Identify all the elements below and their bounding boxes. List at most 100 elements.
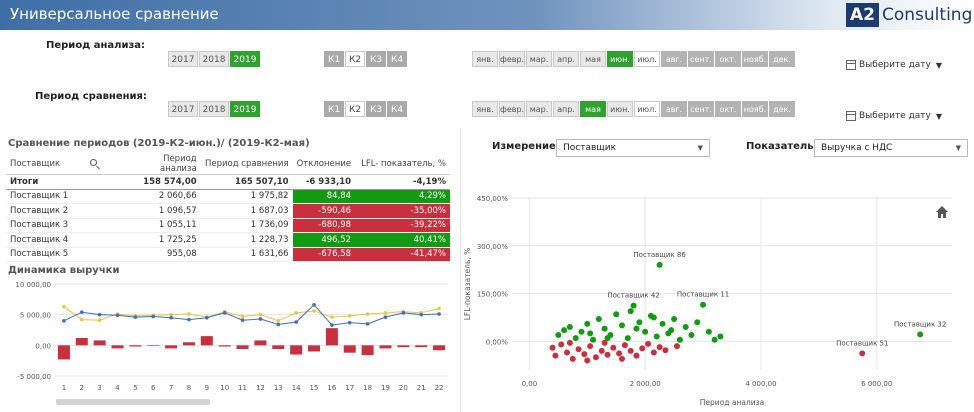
scatter-point [633, 325, 640, 332]
month-jun[interactable]: июн. [607, 51, 633, 67]
y-tick-label: 0,00% [486, 338, 509, 346]
month-apr[interactable]: апр. [553, 51, 579, 67]
month-may[interactable]: мая [580, 51, 606, 67]
measure-select[interactable]: Выручка с НДС ▼ [814, 139, 968, 157]
bar [433, 345, 446, 351]
table-title: Сравнение периодов (2019-К2-июн.)/ (2019… [8, 138, 310, 149]
bar [325, 328, 338, 346]
chart-scrollbar[interactable] [56, 399, 210, 405]
scatter-point [859, 350, 866, 357]
quarter-k2[interactable]: К2 [345, 51, 365, 67]
scatter-point [578, 328, 585, 335]
quarter-k2[interactable]: К2 [345, 101, 365, 117]
dimension-select[interactable]: Поставщик ▼ [556, 139, 710, 157]
scatter-point [627, 308, 634, 315]
month-oct[interactable]: окт. [715, 51, 741, 67]
month-sep[interactable]: сент. [688, 101, 714, 117]
col-lfl[interactable]: LFL- показатель, % [355, 154, 450, 175]
series-point [294, 320, 298, 324]
year-filter-compare: 2017 2018 2019 [168, 101, 261, 117]
table-row[interactable]: Поставщик 1 2 060,66 1 975,82 84,84 4,29… [6, 189, 450, 204]
month-apr[interactable]: апр. [553, 101, 579, 117]
bar [290, 345, 303, 355]
month-jul[interactable]: июл. [634, 101, 660, 117]
col-compare[interactable]: Период сравнения [200, 154, 293, 175]
year-2019[interactable]: 2019 [230, 101, 260, 117]
quarter-k3[interactable]: К3 [366, 51, 386, 67]
search-icon[interactable] [90, 159, 98, 166]
month-dec[interactable]: дек. [769, 51, 795, 67]
scatter-point [642, 328, 649, 335]
chevron-down-icon: ▼ [955, 144, 961, 152]
month-sep[interactable]: сент. [688, 51, 714, 67]
table-row[interactable]: Поставщик 4 1 725,25 1 228,73 496,52 40,… [6, 232, 450, 248]
month-feb[interactable]: февр. [499, 51, 525, 67]
scatter-point [601, 339, 608, 346]
y-tick-label: 450,00% [477, 195, 508, 203]
scatter-point [627, 347, 634, 354]
measure-value: Выручка с НДС [821, 143, 893, 153]
x-tick-label: 11 [238, 384, 247, 392]
x-tick-label: 1 [62, 384, 66, 392]
bar [415, 345, 428, 348]
month-nov[interactable]: нояб. [742, 101, 768, 117]
month-jul[interactable]: июл. [634, 51, 660, 67]
month-aug[interactable]: авг. [661, 51, 687, 67]
x-tick-label: 7 [169, 384, 173, 392]
logo: A2 Consulting [846, 2, 972, 28]
col-analysis[interactable]: Период анализа [125, 154, 201, 175]
month-nov[interactable]: нояб. [742, 51, 768, 67]
table-row[interactable]: Поставщик 2 1 096,57 1 687,03 -590,46 -3… [6, 203, 450, 219]
home-icon[interactable] [936, 206, 948, 218]
year-2018[interactable]: 2018 [199, 51, 229, 67]
x-tick-label: 12 [256, 384, 265, 392]
month-jan[interactable]: янв. [472, 101, 498, 117]
quarter-k4[interactable]: К4 [387, 101, 407, 117]
calendar-icon [846, 60, 856, 70]
scatter-point [656, 261, 663, 268]
month-jan[interactable]: янв. [472, 51, 498, 67]
date-picker-analysis[interactable]: Выберите дату ▼ [846, 60, 942, 70]
month-jun[interactable]: июн. [607, 101, 633, 117]
month-may[interactable]: мая [580, 101, 606, 117]
scatter-point [604, 351, 611, 358]
month-dec[interactable]: дек. [769, 101, 795, 117]
quarter-k1[interactable]: К1 [324, 51, 344, 67]
x-tick-label: 6 [151, 384, 156, 392]
series-line [63, 306, 440, 322]
month-mar[interactable]: мар. [526, 101, 552, 117]
scatter-point [639, 345, 646, 352]
quarter-k4[interactable]: К4 [387, 51, 407, 67]
date-picker-compare[interactable]: Выберите дату ▼ [846, 111, 942, 121]
bar [147, 345, 160, 346]
x-tick-label: 19 [381, 384, 390, 392]
col-supplier[interactable]: Поставщик [6, 154, 126, 175]
year-2017[interactable]: 2017 [168, 51, 198, 67]
x-tick-label: 2 000,00 [630, 380, 661, 388]
series-point [169, 312, 173, 317]
col-deviation[interactable]: Отклонение [292, 154, 356, 175]
dimension-label: Измерение: [492, 141, 560, 152]
year-2018[interactable]: 2018 [199, 101, 229, 117]
scatter-point [624, 335, 631, 342]
comparison-table: Поставщик Период анализа Период сравнени… [6, 154, 450, 262]
quarter-k3[interactable]: К3 [366, 101, 386, 117]
year-2017[interactable]: 2017 [168, 101, 198, 117]
month-feb[interactable]: февр. [499, 101, 525, 117]
series-point [365, 322, 370, 326]
x-tick-label: 8 [187, 384, 191, 392]
table-row[interactable]: Поставщик 5 955,08 1 631,66 -676,58 -41,… [6, 247, 450, 262]
series-point [330, 323, 334, 327]
month-mar[interactable]: мар. [526, 51, 552, 67]
scatter-point [587, 330, 594, 337]
chevron-down-icon: ▼ [935, 111, 943, 121]
year-2019[interactable]: 2019 [230, 51, 260, 67]
series-point [258, 317, 263, 321]
table-row[interactable]: Поставщик 3 1 055,11 1 736,09 -680,98 -3… [6, 218, 450, 233]
period-analysis-label: Период анализа: [46, 40, 146, 51]
series-point [312, 303, 316, 307]
y-tick-label: 150,00% [477, 291, 508, 299]
quarter-k1[interactable]: К1 [324, 101, 344, 117]
month-oct[interactable]: окт. [715, 101, 741, 117]
month-aug[interactable]: авг. [661, 101, 687, 117]
